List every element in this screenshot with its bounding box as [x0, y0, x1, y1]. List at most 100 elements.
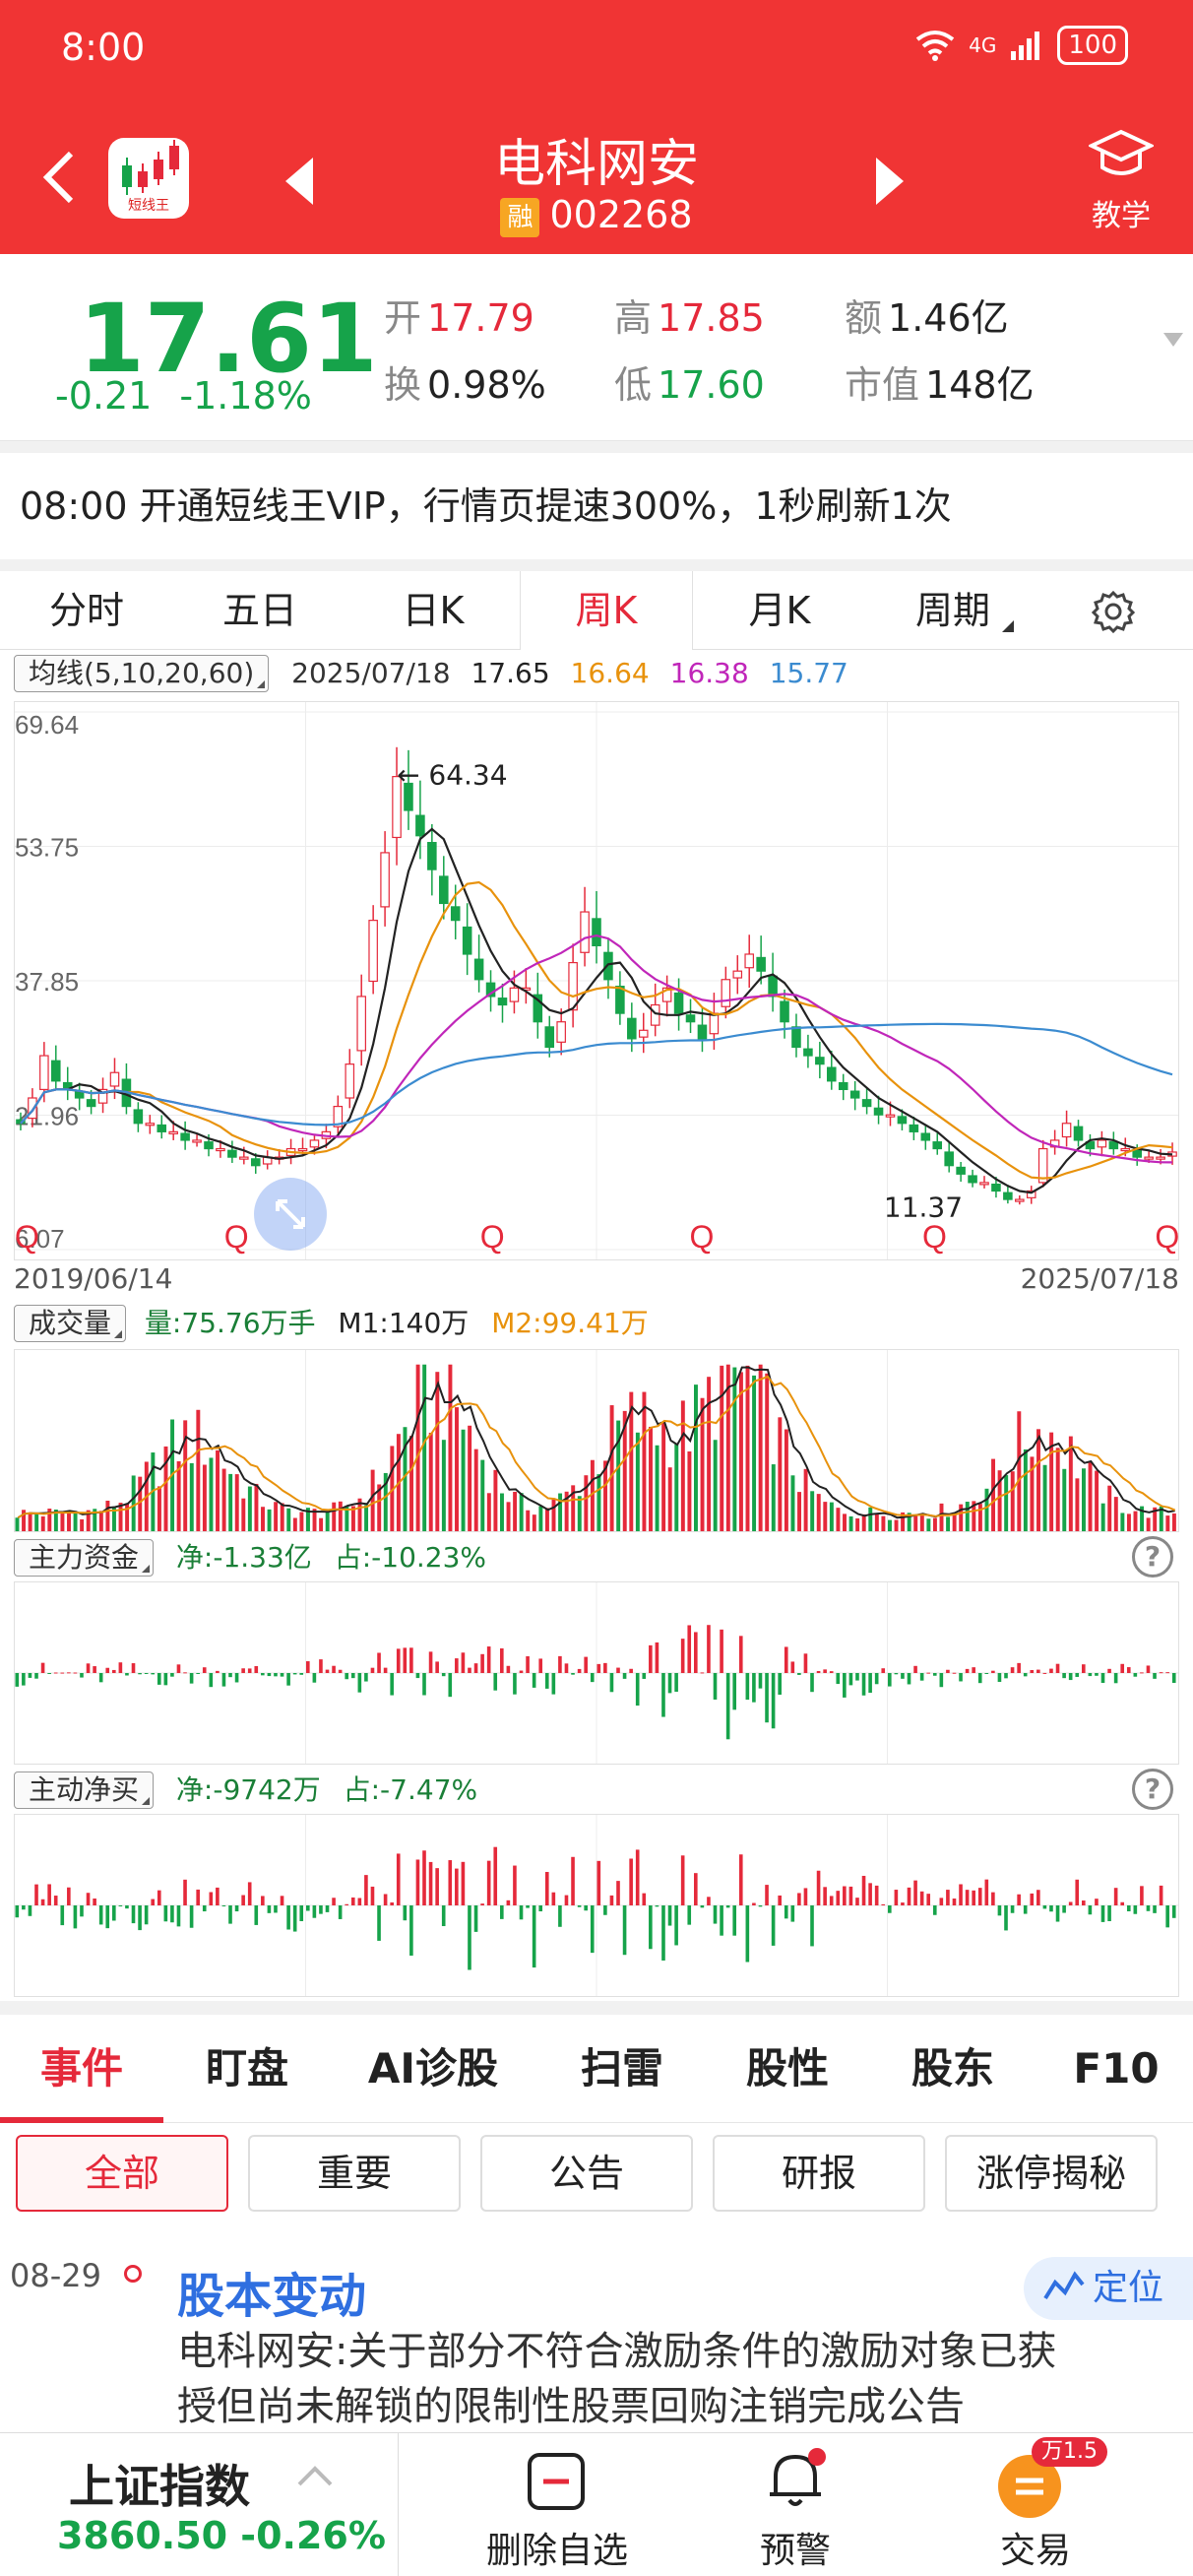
- vip-promo-banner[interactable]: 08:00 开通短线王VIP，行情页提速300%，1秒刷新1次: [0, 453, 1193, 559]
- volume-bar: [952, 1513, 957, 1531]
- tab-monthly-k[interactable]: 月K: [748, 589, 811, 632]
- volume-bar: [221, 1468, 226, 1531]
- active-buy-net: 净:-9742万: [175, 1773, 321, 1806]
- help-icon[interactable]: ?: [1132, 1536, 1173, 1578]
- back-arrow-icon[interactable]: [39, 148, 79, 207]
- main-fund-bar: [364, 1673, 368, 1682]
- tab-five-day[interactable]: 五日: [221, 589, 297, 632]
- main-fund-bar: [131, 1663, 136, 1673]
- delete-watchlist-button[interactable]: 删除自选: [459, 2433, 656, 2576]
- main-fund-bar: [907, 1673, 911, 1685]
- filter-all[interactable]: 全部: [16, 2135, 228, 2212]
- main-fund-bar: [60, 1672, 65, 1674]
- active-buy-bar: [1133, 1905, 1138, 1914]
- expand-quote-icon[interactable]: [1163, 333, 1183, 347]
- main-fund-bar: [306, 1661, 310, 1673]
- help-icon[interactable]: ?: [1132, 1769, 1173, 1810]
- event-filters: 全部 重要 公告 研报 涨停揭秘: [0, 2135, 1193, 2214]
- ma5-line: [20, 827, 1173, 1194]
- active-buy-bar: [790, 1905, 795, 1922]
- chart-start-date: 2019/06/14: [14, 1262, 173, 1295]
- tab-events[interactable]: 事件: [0, 2015, 163, 2123]
- volume-svg: [15, 1350, 1176, 1531]
- locate-button[interactable]: 定位: [1024, 2257, 1193, 2320]
- main-fund-legend: 主力资金 净:-1.33亿 占:-10.23%: [14, 1538, 486, 1578]
- event-title[interactable]: 股本变动: [177, 2269, 367, 2324]
- volume-bar: [603, 1460, 608, 1531]
- active-buy-bar: [1036, 1890, 1040, 1905]
- volume-bar: [713, 1440, 718, 1531]
- event-body[interactable]: 电科网安:关于部分不符合激励条件的激励对象已获授但尚未解锁的限制性股票回购注销完…: [177, 2329, 1057, 2429]
- ma-selector[interactable]: 均线(5,10,20,60): [14, 655, 270, 692]
- filter-research[interactable]: 研报: [713, 2135, 925, 2212]
- bottom-bar: 上证指数 3860.50 -0.26% 删除自选 预警 万1.5 交易: [0, 2432, 1193, 2576]
- volume-bar: [888, 1519, 892, 1531]
- gear-icon[interactable]: [1091, 589, 1136, 634]
- filter-announcement[interactable]: 公告: [480, 2135, 693, 2212]
- market-cap-cell: 市值 148亿: [845, 363, 1035, 407]
- volume-bar: [183, 1420, 188, 1531]
- candle-body: [227, 1149, 237, 1158]
- zoom-toggle[interactable]: [254, 1178, 327, 1251]
- active-buy-bar: [280, 1896, 284, 1905]
- active-buy-bar: [390, 1901, 394, 1905]
- candle-body: [603, 951, 613, 981]
- trade-button[interactable]: 万1.5 交易: [937, 2433, 1134, 2576]
- active-buy-bar: [1140, 1886, 1144, 1905]
- tab-f10[interactable]: F10: [1073, 2044, 1160, 2093]
- active-buy-bar: [1107, 1905, 1111, 1921]
- active-buy-bar: [991, 1892, 995, 1905]
- main-fund-bar: [112, 1669, 116, 1673]
- index-name[interactable]: 上证指数: [69, 2460, 250, 2513]
- candle-body: [1073, 1126, 1084, 1141]
- stock-code: 002268: [549, 193, 693, 236]
- volume-bar: [784, 1429, 788, 1531]
- filter-limit-up[interactable]: 涨停揭秘: [945, 2135, 1158, 2212]
- volume-bar: [984, 1488, 989, 1531]
- active-buy-bar: [319, 1905, 323, 1914]
- tab-period[interactable]: 周期: [866, 571, 1039, 650]
- tab-intraday[interactable]: 分时: [48, 589, 124, 632]
- kline-chart[interactable]: 69.64 53.75 37.85 21.96 6.07 ← 64.34 11.37 Q Q Q Q…: [14, 701, 1179, 1260]
- divider: [398, 2433, 399, 2576]
- tab-daily-k[interactable]: 日K: [402, 589, 465, 632]
- main-fund-selector[interactable]: 主力资金: [14, 1539, 155, 1577]
- tab-risk-scan[interactable]: 扫雷: [580, 2044, 663, 2093]
- app-logo[interactable]: 短线王: [108, 138, 189, 219]
- main-fund-bar: [409, 1647, 413, 1673]
- event-date: 08-29: [10, 2257, 101, 2294]
- active-buy-bar: [538, 1905, 543, 1912]
- main-fund-bar: [829, 1671, 834, 1673]
- volume-ma-line: [17, 1375, 1176, 1519]
- main-fund-bar: [803, 1653, 808, 1673]
- teach-button[interactable]: 教学: [1087, 128, 1156, 234]
- main-fund-bar: [338, 1669, 343, 1673]
- tab-shareholders[interactable]: 股东: [910, 2044, 994, 2093]
- tab-weekly-k[interactable]: 周K: [520, 571, 693, 650]
- active-buy-bar: [383, 1894, 388, 1905]
- volume-bar: [959, 1504, 964, 1531]
- y-tick-label: 37.85: [15, 967, 79, 997]
- chevron-up-icon[interactable]: [295, 2461, 335, 2490]
- volume-bar: [312, 1509, 317, 1531]
- main-fund-bar: [790, 1661, 795, 1673]
- tab-stock-nature[interactable]: 股性: [745, 2044, 829, 2093]
- main-fund-bar: [784, 1646, 788, 1673]
- volume-bar: [642, 1391, 647, 1531]
- next-stock-arrow-icon[interactable]: [876, 158, 904, 205]
- volume-bar: [299, 1512, 304, 1531]
- active-buy-bar: [493, 1846, 498, 1905]
- volume-selector[interactable]: 成交量: [14, 1305, 127, 1342]
- filter-important[interactable]: 重要: [248, 2135, 461, 2212]
- prev-stock-arrow-icon[interactable]: [285, 158, 313, 205]
- tab-ai-diagnosis[interactable]: AI诊股: [367, 2044, 499, 2093]
- main-fund-bar: [1023, 1673, 1028, 1677]
- dropdown-corner-icon: [1002, 609, 1014, 632]
- candle-body: [145, 1123, 156, 1127]
- main-fund-bar: [1159, 1672, 1163, 1674]
- alert-button[interactable]: 预警: [697, 2433, 894, 2576]
- tab-watch[interactable]: 盯盘: [205, 2044, 288, 2093]
- active-buy-selector[interactable]: 主动净买: [14, 1771, 155, 1809]
- active-buy-bar: [241, 1895, 245, 1905]
- main-fund-bar: [603, 1662, 607, 1673]
